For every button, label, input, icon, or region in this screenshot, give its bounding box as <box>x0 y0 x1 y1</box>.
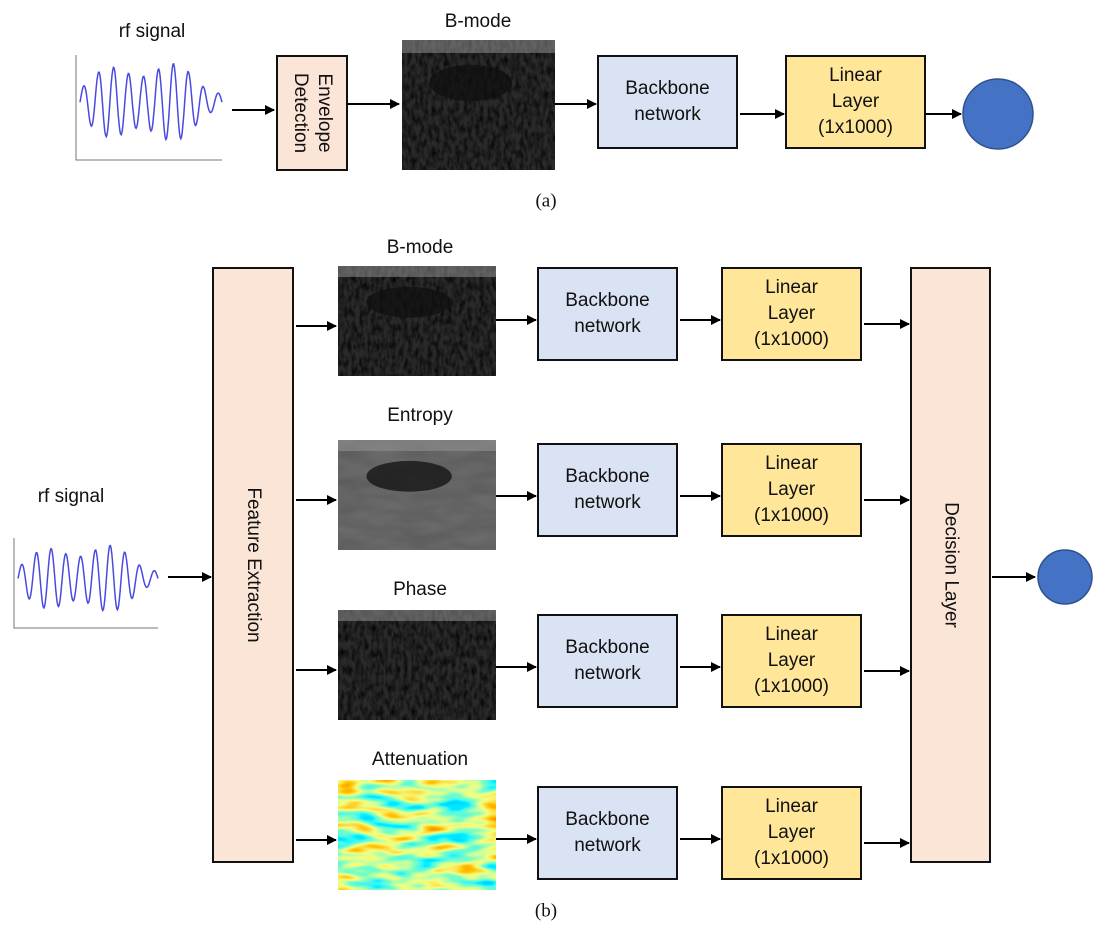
box-label: (1x1000) <box>754 676 829 697</box>
backbone <box>538 444 677 536</box>
box-label: network <box>574 835 641 856</box>
box-label: Detection <box>290 73 311 153</box>
box-label: network <box>574 492 641 513</box>
box-label: Backbone <box>625 78 710 99</box>
output-node <box>963 79 1033 149</box>
box-label: Linear <box>829 65 882 86</box>
diagram: rf signal EnvelopeDetection B-mode Backbone… <box>0 0 1093 936</box>
box-label: (1x1000) <box>754 848 829 869</box>
image-texture <box>338 266 496 376</box>
image-top-band <box>402 40 555 53</box>
signal-axes <box>76 55 222 160</box>
box-label: Envelope <box>314 73 335 152</box>
box-label: Linear <box>765 277 818 298</box>
decision-layer-label: Decision Layer <box>940 502 961 628</box>
image-texture <box>338 440 496 550</box>
backbone <box>598 56 737 148</box>
input-label: rf signal <box>38 486 105 507</box>
box-label: Layer <box>768 303 816 324</box>
caption: (a) <box>535 190 556 211</box>
input-label: rf signal <box>119 21 186 42</box>
image-label: B-mode <box>387 237 454 258</box>
box-label: Backbone <box>565 637 650 658</box>
feature-image <box>338 440 496 550</box>
rf-waveform <box>18 546 158 611</box>
attenuation-map <box>338 780 496 890</box>
page: {"panel_a": {"input_label": "rf signal",… <box>0 0 1093 936</box>
image-label: Phase <box>393 579 447 600</box>
output-node <box>1038 550 1092 604</box>
backbone <box>538 787 677 879</box>
feature-image <box>402 40 555 170</box>
box-label: network <box>574 316 641 337</box>
box-label: Layer <box>768 479 816 500</box>
box-label: Layer <box>768 650 816 671</box>
image-label: B-mode <box>445 11 512 32</box>
lesion <box>430 65 513 101</box>
lesion <box>366 287 451 318</box>
feature-image <box>338 266 496 376</box>
box-label: Linear <box>765 624 818 645</box>
rf-waveform <box>80 64 222 140</box>
box-label: Backbone <box>565 466 650 487</box>
box-label: (1x1000) <box>754 329 829 350</box>
box-label: network <box>574 663 641 684</box>
caption: (b) <box>535 900 557 921</box>
image-texture <box>338 610 496 720</box>
envelope-detection <box>277 56 347 170</box>
signal-axes <box>14 538 158 628</box>
lesion <box>366 461 451 492</box>
box-label: Linear <box>765 796 818 817</box>
box-label: Backbone <box>565 290 650 311</box>
image-label: Attenuation <box>372 749 468 770</box>
image-texture <box>402 40 555 170</box>
box-label: (1x1000) <box>818 117 893 138</box>
backbone <box>538 268 677 360</box>
backbone <box>538 615 677 707</box>
image-top-band <box>338 440 496 451</box>
image-label: Entropy <box>387 405 453 426</box>
feature-image <box>338 610 496 720</box>
box-label: Linear <box>765 453 818 474</box>
box-label: Layer <box>768 822 816 843</box>
box-label: Backbone <box>565 809 650 830</box>
feature-image <box>338 780 496 890</box>
box-label: network <box>634 104 701 125</box>
image-top-band <box>338 610 496 621</box>
box-label: (1x1000) <box>754 505 829 526</box>
feature-extraction-label: Feature Extraction <box>243 487 264 642</box>
image-top-band <box>338 266 496 277</box>
box-label: Layer <box>832 91 880 112</box>
